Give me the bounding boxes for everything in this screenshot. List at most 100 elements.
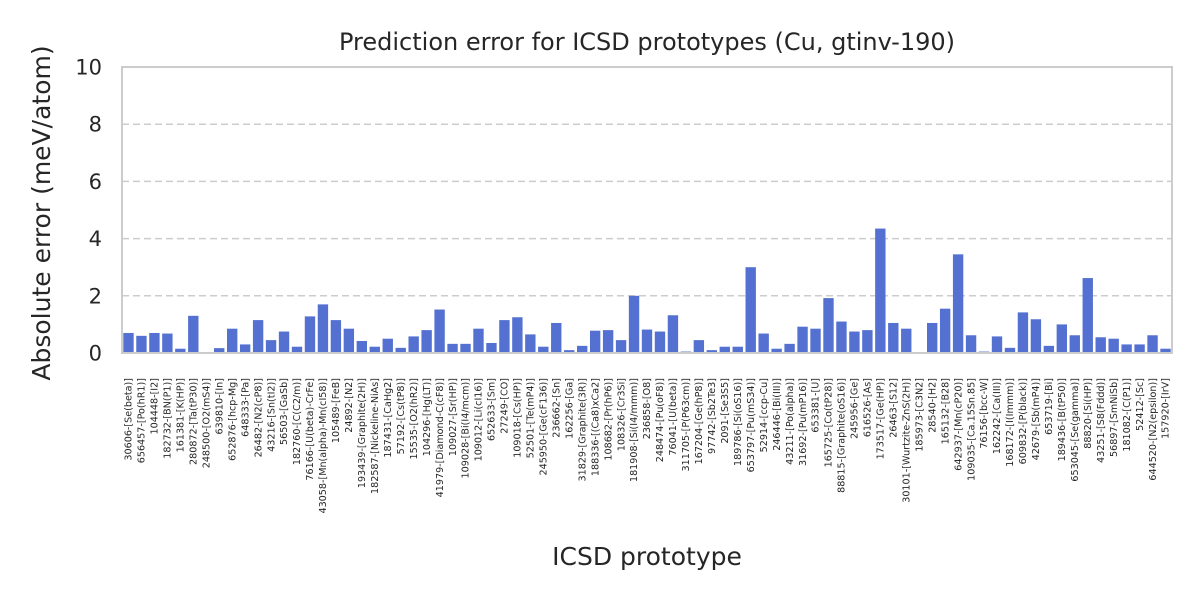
x-tick-label: 30606-[Se(beta)] xyxy=(124,378,135,461)
x-tick-label: 162242-[Ca(III)] xyxy=(992,378,1003,454)
bar xyxy=(525,334,536,353)
x-tick-label: 43251-[S8(Fddd)] xyxy=(1096,378,1107,463)
bar xyxy=(628,295,640,353)
x-tick-label: 30101-[Wurtzite-ZnS(2H)] xyxy=(901,378,912,503)
bar xyxy=(460,343,471,353)
bar xyxy=(304,316,316,353)
bar xyxy=(291,346,303,353)
bar xyxy=(862,330,873,353)
x-tick-label: 43058-[Mn(alpha)-Mn(cI58)] xyxy=(318,378,329,514)
bar xyxy=(227,328,238,353)
bar xyxy=(175,348,186,353)
x-tick-label: 109018-[Cs(HP)] xyxy=(513,378,524,458)
bar xyxy=(356,340,367,353)
bar xyxy=(330,320,342,353)
bar xyxy=(317,304,329,353)
y-axis-ticks: 0 2 4 6 8 10 xyxy=(75,56,102,366)
bar xyxy=(1056,324,1067,353)
x-tick-label: 109035-[Ca.15Sn.85] xyxy=(966,378,977,481)
bar xyxy=(641,329,653,353)
x-tick-label: 652633-[Sm] xyxy=(487,378,498,441)
bar xyxy=(771,348,782,353)
bar xyxy=(719,346,730,353)
bar xyxy=(654,331,666,353)
x-tick-label: 173517-[Ge(HP)] xyxy=(876,378,887,459)
bar xyxy=(577,345,588,353)
bar xyxy=(136,335,147,353)
x-tick-label: 97742-[Sb2Te3] xyxy=(707,378,718,454)
x-tick-label: 311705-[P(P63cm)] xyxy=(681,378,692,471)
bar xyxy=(1134,344,1145,353)
x-tick-label: 56897-[SmNiSb] xyxy=(1109,378,1120,457)
x-tick-label: 157920-[IrV] xyxy=(1161,378,1172,439)
plot-frame xyxy=(121,66,1173,354)
bar xyxy=(1069,335,1080,353)
x-tick-label: 43216-[Sn(tI2)] xyxy=(266,378,277,452)
bar xyxy=(395,347,406,353)
x-tick-label: 76166-[U(beta)-CrFe] xyxy=(305,378,316,481)
x-tick-label: 27249-[CO] xyxy=(500,378,511,434)
x-tick-label: 109027-[Sr(HP)] xyxy=(448,378,459,456)
x-tick-label: 639810-[In] xyxy=(214,378,225,434)
x-tick-label: 656457-[Po(hR1)] xyxy=(137,378,148,463)
bar xyxy=(901,328,912,353)
bar xyxy=(149,332,160,353)
x-tick-label: 182732-[BN(P1)] xyxy=(163,378,174,459)
y-tick-label: 6 xyxy=(89,170,102,194)
bar xyxy=(927,322,938,353)
bar xyxy=(849,331,860,353)
y-axis-label: Absolute error (meV/atom) xyxy=(27,45,56,380)
x-tick-label: 31692-[Pu(mP16)] xyxy=(798,378,809,466)
x-tick-label: 187431-[CaHg2] xyxy=(383,378,394,458)
x-tick-label: 248474-[Pu(oF8)] xyxy=(655,378,666,462)
x-tick-label: 105489-[FeB] xyxy=(331,378,342,443)
bar xyxy=(1004,347,1016,353)
bar xyxy=(421,330,432,353)
bar xyxy=(473,328,484,353)
x-tick-label: 236858-[O8] xyxy=(642,378,653,439)
x-tick-label: 165132-[B28] xyxy=(940,378,951,444)
bar xyxy=(615,340,627,353)
x-tick-label: 246446-[Bi(III)] xyxy=(772,378,783,451)
x-tick-label: 2091-[Se3S5] xyxy=(720,378,731,444)
bar xyxy=(939,308,951,353)
bar xyxy=(991,336,1003,353)
x-tick-label: 24892-[N2] xyxy=(344,378,355,433)
x-tick-label: 280872-[Ta(tP30)] xyxy=(189,378,200,465)
x-tick-label: 652876-[hcp-Mg] xyxy=(227,378,238,461)
x-tick-label: 609832-[P(black)] xyxy=(1018,378,1029,464)
bar xyxy=(1108,338,1119,353)
bar xyxy=(252,320,264,353)
x-tick-label: 109028-[Bi(I4/mcm)] xyxy=(461,378,472,478)
x-tick-label: 168172-[I(Immm)] xyxy=(1005,378,1016,467)
bar xyxy=(1095,337,1106,353)
bar xyxy=(875,228,886,353)
x-tick-label: 42679-[Sb(mP4)] xyxy=(1031,378,1042,460)
bar xyxy=(1082,278,1093,353)
bar xyxy=(265,340,277,353)
x-tick-label: 653045-[Se(gamma)] xyxy=(1070,378,1081,482)
bar xyxy=(188,315,199,353)
x-tick-label: 26482-[N2(cP8)] xyxy=(253,378,264,457)
bar xyxy=(1017,312,1029,353)
x-tick-label: 648333-[Pa] xyxy=(240,378,251,437)
x-tick-label: 181082-[C(P1)] xyxy=(1122,378,1133,452)
bar xyxy=(732,346,743,353)
bar xyxy=(408,336,419,353)
x-tick-label: 653381-[U] xyxy=(811,378,822,433)
x-tick-label: 88820-[Si(HP)] xyxy=(1083,378,1094,449)
bar xyxy=(499,320,510,353)
x-tick-label: 76156-[bcc-W] xyxy=(979,378,990,449)
x-tick-label: 189436-[B(tP50)] xyxy=(1057,378,1068,461)
bar xyxy=(810,328,821,353)
x-tick-label: 653797-[Pu(mS34)] xyxy=(746,378,757,472)
y-tick-label: 2 xyxy=(89,284,102,308)
x-tick-label: 642937-[Mn(cP20)] xyxy=(953,378,964,471)
y-tick-label: 10 xyxy=(75,56,102,80)
x-tick-label: 41979-[Diamond-C(cF8)] xyxy=(435,378,446,497)
bar xyxy=(214,348,225,353)
bar xyxy=(123,332,134,353)
x-tick-label: 165725-[Co(tP28)] xyxy=(824,378,835,467)
x-tick-label: 52914-[ccp-Cu] xyxy=(759,378,770,452)
